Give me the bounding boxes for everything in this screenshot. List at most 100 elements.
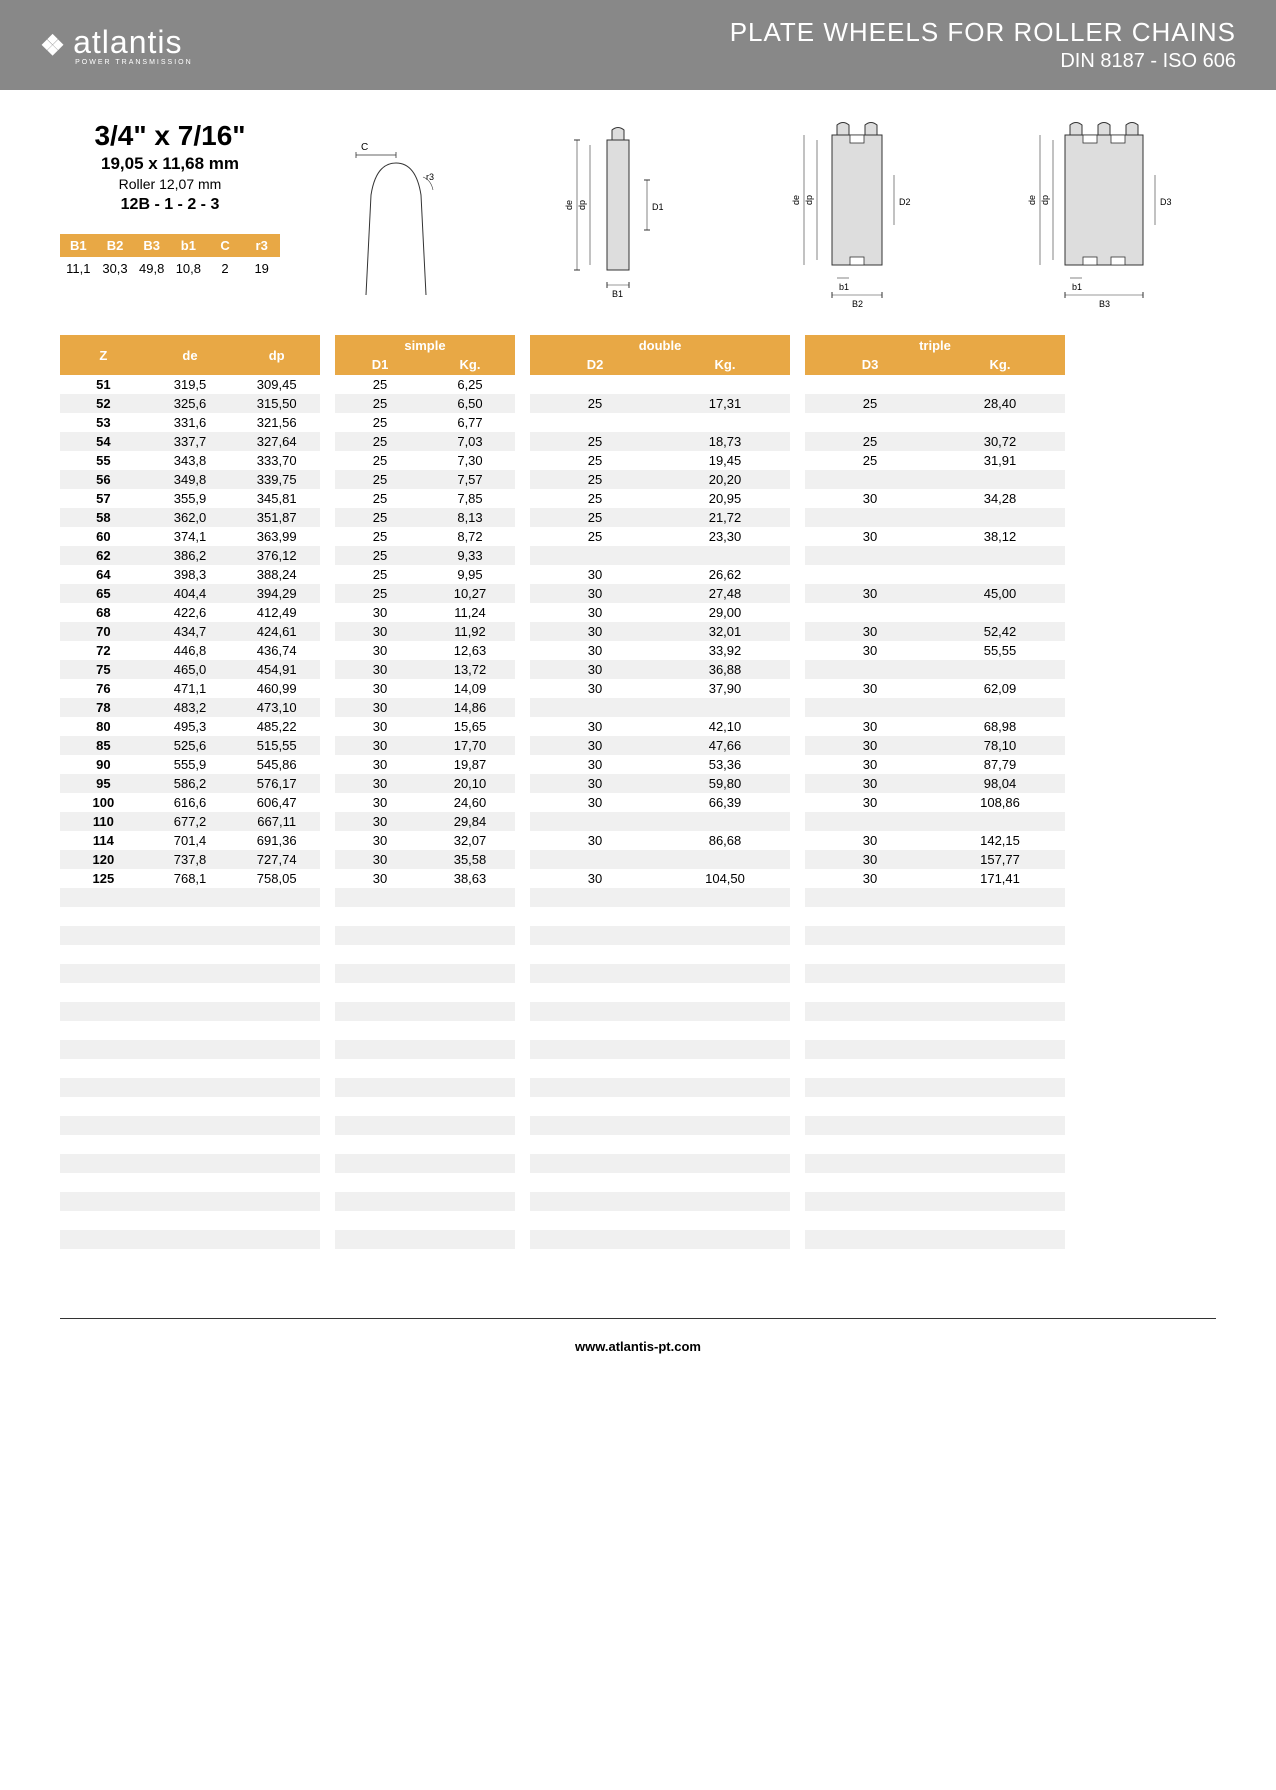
- empty-row: [805, 1192, 1065, 1211]
- empty-row: [805, 1059, 1065, 1078]
- table-cell: 72: [60, 643, 147, 658]
- empty-row: [530, 1059, 790, 1078]
- svg-text:de: de: [1027, 195, 1037, 205]
- empty-row: [60, 1021, 320, 1040]
- table-row: 3053,36: [530, 755, 790, 774]
- table-cell: 30,72: [935, 434, 1065, 449]
- table-row: 57355,9345,81: [60, 489, 320, 508]
- table-cell: 98,04: [935, 776, 1065, 791]
- table-row: 259,33: [335, 546, 515, 565]
- empty-row: [805, 1021, 1065, 1040]
- table-row: 3068,98: [805, 717, 1065, 736]
- empty-row: [335, 1173, 515, 1192]
- logo-icon: ❖: [40, 29, 65, 62]
- table-cell: 90: [60, 757, 147, 772]
- table-row: 56349,8339,75: [60, 470, 320, 489]
- table-cell: 52: [60, 396, 147, 411]
- table-cell: 70: [60, 624, 147, 639]
- table-cell: 727,74: [233, 852, 320, 867]
- table-cell: 34,28: [935, 491, 1065, 506]
- empty-row: [335, 964, 515, 983]
- table-row: 3035,58: [335, 850, 515, 869]
- svg-text:b1: b1: [1072, 282, 1082, 292]
- table-cell: 57: [60, 491, 147, 506]
- empty-row: [60, 1135, 320, 1154]
- empty-row: [60, 964, 320, 983]
- table-row: 3062,09: [805, 679, 1065, 698]
- table-cell: 30: [805, 833, 935, 848]
- table-row: 53331,6321,56: [60, 413, 320, 432]
- table-cell: 85: [60, 738, 147, 753]
- table-cell: 404,4: [147, 586, 234, 601]
- empty-row: [60, 945, 320, 964]
- empty-row: [60, 926, 320, 945]
- table-cell: 33,92: [660, 643, 790, 658]
- small-th-cell: B2: [97, 238, 134, 253]
- table-cell: 30: [530, 719, 660, 734]
- table-row: [530, 375, 790, 394]
- table-cell: 95: [60, 776, 147, 791]
- table-cell: 30: [530, 624, 660, 639]
- table-cell: 27,48: [660, 586, 790, 601]
- small-th-cell: r3: [243, 238, 280, 253]
- table-row: 257,57: [335, 470, 515, 489]
- table-row: 2530,72: [805, 432, 1065, 451]
- empty-row: [805, 1173, 1065, 1192]
- empty-row: [335, 1097, 515, 1116]
- table-cell: 315,50: [233, 396, 320, 411]
- diagram-area: C r3 de dp: [320, 120, 1216, 310]
- table-row: [530, 850, 790, 869]
- table-row: [805, 698, 1065, 717]
- table-cell: 30: [805, 529, 935, 544]
- table-row: 65404,4394,29: [60, 584, 320, 603]
- table-cell: 10,27: [425, 586, 515, 601]
- table-cell: 30: [335, 719, 425, 734]
- empty-row: [530, 1002, 790, 1021]
- table-cell: 19,87: [425, 757, 515, 772]
- table-row: 120737,8727,74: [60, 850, 320, 869]
- table-row: 3033,92: [530, 641, 790, 660]
- table-cell: 30: [530, 605, 660, 620]
- empty-row: [335, 1249, 515, 1268]
- table-cell: 9,95: [425, 567, 515, 582]
- table-cell: 30: [530, 738, 660, 753]
- table-cell: 12,63: [425, 643, 515, 658]
- th-z: Z: [60, 346, 147, 365]
- table-cell: 30: [530, 586, 660, 601]
- small-table-row: 11,130,349,810,8219: [60, 257, 280, 280]
- table-row: 257,03: [335, 432, 515, 451]
- table-cell: 333,70: [233, 453, 320, 468]
- table-row: 51319,5309,45: [60, 375, 320, 394]
- table-cell: 30: [805, 643, 935, 658]
- empty-row: [60, 1116, 320, 1135]
- table-cell: 30: [530, 871, 660, 886]
- table-cell: 78,10: [935, 738, 1065, 753]
- svg-text:de: de: [791, 195, 801, 205]
- svg-text:dp: dp: [577, 200, 587, 210]
- table-cell: 21,72: [660, 510, 790, 525]
- table-cell: 25: [805, 453, 935, 468]
- table-cell: 606,47: [233, 795, 320, 810]
- svg-text:de: de: [564, 200, 574, 210]
- table-cell: 25: [805, 434, 935, 449]
- table-row: 256,25: [335, 375, 515, 394]
- table-cell: 114: [60, 833, 147, 848]
- empty-row: [805, 926, 1065, 945]
- table-row: 3086,68: [530, 831, 790, 850]
- table-row: [805, 375, 1065, 394]
- empty-row: [530, 1173, 790, 1192]
- table-row: [805, 660, 1065, 679]
- table-row: 2518,73: [530, 432, 790, 451]
- table-section-simple: simple D1 Kg. 256,25256,50256,77257,0325…: [335, 335, 515, 1268]
- table-cell: 8,13: [425, 510, 515, 525]
- table-cell: 363,99: [233, 529, 320, 544]
- table-cell: 331,6: [147, 415, 234, 430]
- th-d1: D1: [335, 355, 425, 375]
- table-row: 3011,24: [335, 603, 515, 622]
- table-row: 3066,39: [530, 793, 790, 812]
- empty-row: [335, 1116, 515, 1135]
- empty-row: [335, 1154, 515, 1173]
- table-cell: 25: [335, 567, 425, 582]
- table-cell: 47,66: [660, 738, 790, 753]
- table-cell: 100: [60, 795, 147, 810]
